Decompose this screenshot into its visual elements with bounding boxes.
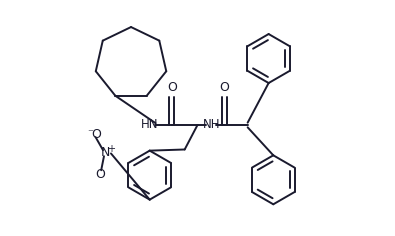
Text: HN: HN xyxy=(141,118,158,131)
Text: N: N xyxy=(101,147,111,160)
Text: NH: NH xyxy=(203,118,220,131)
Text: ⁻: ⁻ xyxy=(87,128,93,138)
Text: +: + xyxy=(107,144,115,154)
Text: O: O xyxy=(219,81,229,94)
Text: O: O xyxy=(167,81,177,94)
Text: O: O xyxy=(91,128,101,141)
Text: O: O xyxy=(95,168,105,181)
